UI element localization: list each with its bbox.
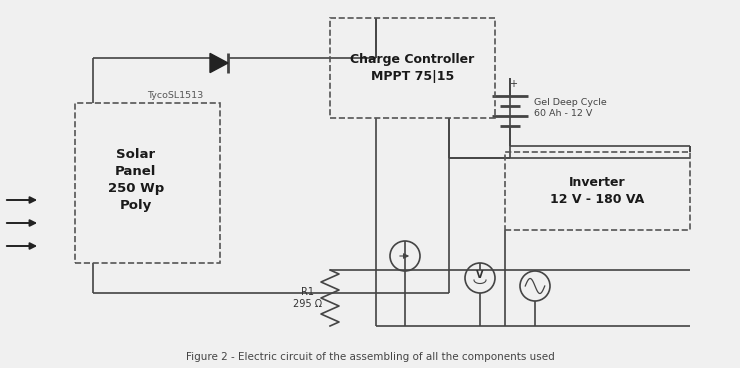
Text: Gel Deep Cycle
60 Ah - 12 V: Gel Deep Cycle 60 Ah - 12 V — [534, 98, 607, 118]
Text: R1
295 Ω: R1 295 Ω — [294, 287, 323, 309]
Text: Solar
Panel
250 Wp
Poly: Solar Panel 250 Wp Poly — [108, 148, 164, 212]
Text: V: V — [477, 270, 484, 280]
Text: TycoSL1513: TycoSL1513 — [147, 91, 203, 100]
Text: +: + — [509, 79, 517, 89]
Polygon shape — [210, 53, 228, 72]
Text: Charge Controller
MPPT 75|15: Charge Controller MPPT 75|15 — [350, 53, 474, 83]
Text: Figure 2 - Electric circuit of the assembling of all the components used: Figure 2 - Electric circuit of the assem… — [186, 352, 554, 362]
Text: Inverter
12 V - 180 VA: Inverter 12 V - 180 VA — [551, 176, 645, 206]
